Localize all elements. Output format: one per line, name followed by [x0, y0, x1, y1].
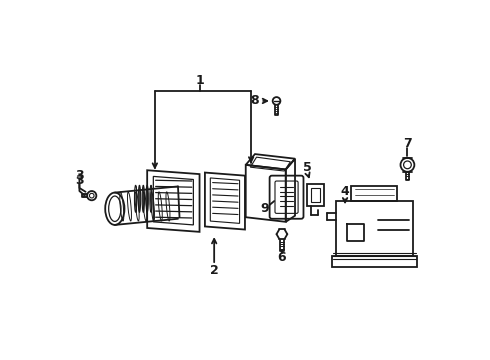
- Text: 3: 3: [75, 174, 84, 187]
- Text: 1: 1: [195, 74, 204, 87]
- Text: 4: 4: [341, 185, 349, 198]
- Text: 6: 6: [278, 251, 286, 264]
- Text: 7: 7: [403, 137, 412, 150]
- Text: 8: 8: [251, 94, 259, 107]
- Text: 9: 9: [260, 202, 269, 215]
- Text: 3: 3: [75, 169, 84, 182]
- Text: 2: 2: [210, 264, 219, 277]
- Text: 5: 5: [303, 161, 312, 175]
